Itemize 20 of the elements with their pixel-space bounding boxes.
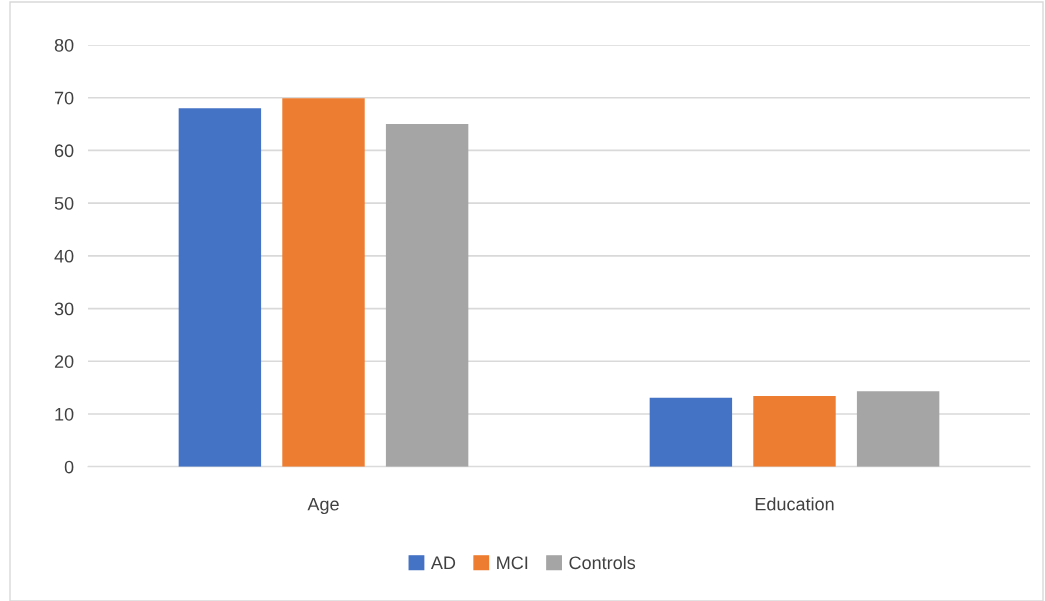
bar: [753, 396, 836, 467]
legend-label: Controls: [569, 555, 636, 570]
bar: [178, 108, 262, 467]
y-tick-label: 40: [54, 249, 74, 263]
x-tick-label: Education: [755, 497, 834, 511]
bar: [856, 391, 940, 467]
y-tick-label: 50: [54, 197, 74, 210]
y-tick-label: 30: [54, 302, 74, 316]
legend-label: MCI: [497, 556, 528, 570]
y-tick-label: 60: [54, 144, 74, 158]
y-tick-label: 80: [54, 38, 74, 52]
bar: [282, 98, 365, 467]
x-tick-label: Age: [307, 497, 339, 515]
y-tick-label: 10: [55, 407, 74, 421]
bar: [649, 397, 733, 467]
bar: [385, 124, 469, 467]
y-tick-label: 70: [54, 91, 74, 105]
y-tick-label: 20: [54, 355, 74, 368]
y-tick-label: 0: [64, 460, 74, 474]
legend-label: AD: [430, 556, 456, 569]
